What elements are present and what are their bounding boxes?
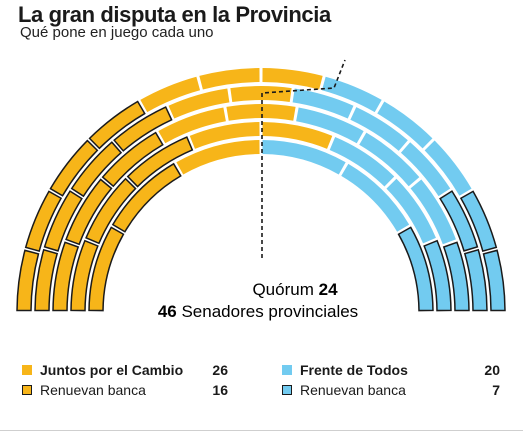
chart-title: La gran disputa en la Provincia [18, 2, 331, 27]
seat-renewing [113, 106, 173, 152]
seat [140, 76, 201, 113]
chart-subtitle: Qué pone en juego cada uno [20, 24, 214, 41]
legend-frente-renew-label: Renuevan banca [300, 382, 406, 398]
seat [329, 137, 395, 187]
seat-renewing [65, 178, 113, 246]
seat-renewing [24, 190, 63, 252]
seat [321, 76, 382, 113]
legend-juntos-renew-swatch [22, 385, 32, 395]
seat-renewing [111, 162, 182, 233]
seat [400, 142, 451, 197]
bottom-rule [0, 430, 523, 431]
legend-juntos-value: 26 [212, 362, 228, 378]
seat-renewing [43, 190, 83, 252]
legend-frente-renew-value: 7 [492, 382, 500, 398]
legend-frente-value: 20 [484, 362, 500, 378]
quorum-value: 24 [319, 280, 338, 299]
seat [176, 140, 260, 175]
seat [262, 68, 323, 90]
seat-renewing [88, 100, 146, 150]
quorum-line [261, 59, 346, 258]
seat [189, 122, 260, 149]
seat [262, 122, 333, 149]
seat-renewing [70, 141, 123, 198]
legend-juntos-renew-label: Renuevan banca [40, 382, 146, 398]
seat-renewing [442, 241, 470, 312]
seat [359, 132, 420, 187]
seat-renewing [439, 190, 479, 252]
legend-frente-swatch [282, 365, 292, 375]
seat [226, 104, 296, 121]
seat [199, 68, 260, 90]
seat-renewing [16, 249, 40, 312]
seat [168, 88, 230, 119]
seat-renewing [85, 177, 137, 245]
legend-juntos-renew: Renuevan banca 16 [22, 382, 228, 398]
seat [341, 163, 410, 232]
seat-renewing [49, 139, 99, 197]
quorum-label: Quórum [252, 280, 313, 299]
legend-juntos: Juntos por el Cambio 26 [22, 362, 228, 378]
total-value: 46 [158, 302, 177, 321]
legend-juntos-swatch [22, 365, 32, 375]
legend-frente-renew-swatch [282, 385, 292, 395]
seat [386, 178, 436, 244]
legend-juntos-renew-value: 16 [212, 382, 228, 398]
seat [410, 179, 456, 245]
seat [350, 107, 408, 151]
legend-frente-renew: Renuevan banca 7 [282, 382, 500, 398]
seat-renewing [397, 226, 434, 312]
seat-renewing [70, 239, 99, 312]
seat-renewing [34, 248, 59, 312]
seat-renewing [88, 226, 125, 312]
seat [292, 88, 354, 119]
seat [296, 107, 364, 144]
total-text: 46 Senadores provinciales [158, 302, 358, 321]
quorum-text: Quórum 24 [252, 280, 338, 299]
seat-renewing [459, 190, 498, 252]
seat [377, 101, 433, 149]
seat-group [16, 68, 506, 312]
seat [158, 107, 226, 144]
legend-juntos-label: Juntos por el Cambio [40, 362, 184, 378]
legend-frente-label: Frente de Todos [300, 362, 408, 378]
seat-renewing [423, 239, 452, 312]
seat [424, 140, 472, 196]
seat [230, 86, 292, 102]
seat-renewing [482, 249, 506, 312]
seat-renewing [101, 131, 164, 188]
seat [262, 140, 346, 175]
seat-renewing [126, 136, 194, 188]
total-label: Senadores provinciales [181, 302, 358, 321]
seat-renewing [463, 248, 488, 312]
seat-renewing [52, 241, 80, 312]
legend-frente: Frente de Todos 20 [282, 362, 500, 378]
